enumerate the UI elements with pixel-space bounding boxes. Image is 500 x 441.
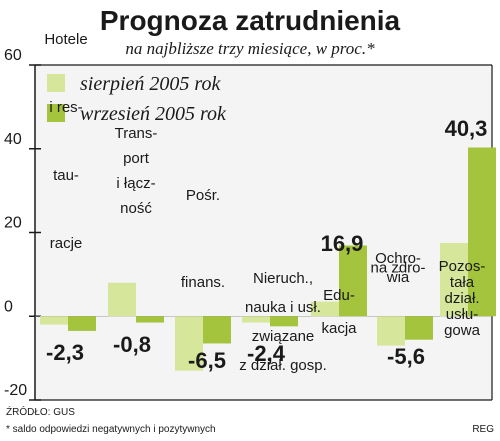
category-label: Nieruch., [253, 270, 313, 287]
bar [68, 316, 96, 331]
bar [311, 301, 339, 317]
category-label: finans. [181, 274, 225, 291]
bar [468, 147, 496, 317]
plot-area [35, 65, 492, 400]
value-label: -6,5 [188, 348, 226, 373]
category-label: nauka i usł. [245, 299, 321, 316]
category-label: usłu- [446, 306, 479, 323]
bar [242, 316, 270, 323]
legend-entry: wrzesień 2005 rok [80, 103, 227, 125]
value-label: 16,9 [321, 231, 364, 256]
category-label: związane [252, 328, 315, 345]
source-note: ŹRÓDŁO: GUS [6, 405, 75, 418]
category-label: port [123, 150, 150, 167]
bar [136, 316, 164, 323]
category-label: Trans- [115, 125, 158, 142]
category-label: Pośr. [186, 187, 220, 204]
category-label: Edu- [323, 287, 355, 304]
bar [440, 242, 468, 317]
category-label: Pozos- [439, 258, 486, 275]
category-label: kacja [321, 320, 357, 337]
footnote: * saldo odpowiedzi negatywnych i pozytyw… [6, 424, 216, 435]
y-tick-label: 0 [4, 298, 13, 315]
bar [405, 316, 433, 340]
bar [377, 316, 405, 346]
y-tick-label: -20 [4, 382, 27, 399]
category-label: Hotele [44, 31, 87, 48]
category-label: tau- [53, 167, 79, 184]
chart-subtitle: na najbliższe trzy miesiące, w proc.* [125, 39, 375, 58]
value-label: 40,3 [445, 116, 488, 141]
bar [108, 282, 136, 317]
category-label: ność [120, 200, 152, 217]
value-label: -2,3 [46, 340, 84, 365]
category-label: tała [450, 274, 475, 291]
category-label: na zdro- [370, 260, 425, 277]
category-label: wia [386, 269, 410, 286]
y-tick-label: 60 [4, 47, 22, 64]
y-tick-label: 40 [4, 131, 22, 148]
value-label: -2,4 [247, 341, 286, 366]
category-label: dział. [444, 290, 479, 307]
y-tick-label: 20 [4, 215, 22, 232]
value-label: -5,6 [387, 344, 425, 369]
category-label: i res- [49, 99, 82, 116]
bar [175, 316, 203, 371]
credit: REG [472, 424, 494, 435]
legend-swatch [47, 74, 65, 92]
bar [270, 316, 298, 327]
chart-title: Prognoza zatrudnienia [100, 5, 401, 36]
category-label: gowa [444, 322, 481, 339]
bar [40, 316, 68, 325]
legend-swatch [47, 104, 65, 122]
value-label: -0,8 [113, 332, 151, 357]
category-label: z dział. gosp. [239, 357, 327, 374]
category-label: Ochro- [375, 250, 421, 267]
legend-entry: sierpień 2005 rok [80, 73, 221, 95]
bar [339, 245, 367, 317]
category-label: i łącz- [116, 175, 155, 192]
bar [203, 316, 231, 344]
category-label: racje [50, 235, 83, 252]
